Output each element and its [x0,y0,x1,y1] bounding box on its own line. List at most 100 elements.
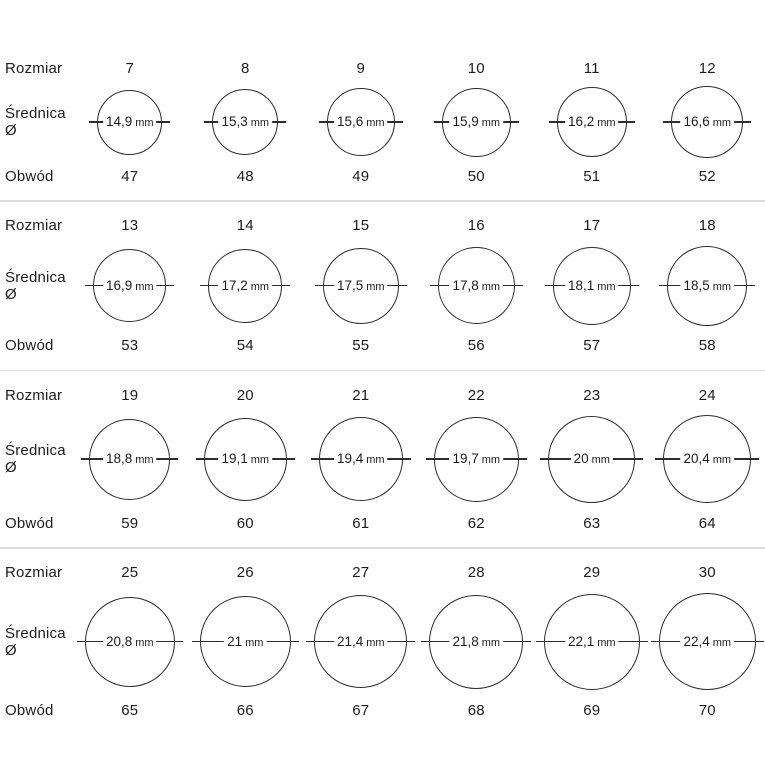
ring-size-number: 9 [356,59,366,77]
diameter-value: 21 [227,633,243,649]
diameter-label: 16,6 mm [680,115,735,129]
ring-circle-zone: 16,2 mm [548,80,635,164]
circumference-number: 60 [236,514,254,532]
ring-circle: 20 mm [540,415,644,503]
label-obwod: Obwód [5,167,54,185]
ring-circle-zone: 21 mm [191,585,299,699]
ring-circle: 18,1 mm [544,246,639,325]
ring-size-cell: 15 17,5 mm 55 [303,214,419,358]
diameter-label: 19,7 mm [449,452,504,466]
diameter-unit: mm [481,636,501,649]
ring-size-number: 27 [352,564,370,581]
ring-size-cell: 7 14,9 mm 47 [72,56,188,188]
diameter-value: 21,4 [336,633,364,649]
diameter-label: 16,9 mm [102,277,157,293]
ring-size-cell: 23 20 mm 63 [534,383,650,535]
ring-size-number: 21 [352,386,370,404]
ring-circle-zone: 20,4 mm [655,407,760,511]
size-row-3: Rozmiar Średnica Ø Obwód 19 18,8 mm 59 20 19,… [0,383,765,535]
ring-size-cell: 16 17,8 mm 56 [419,214,535,358]
diameter-label: 20 mm [570,452,613,466]
label-rozmiar: Rozmiar [5,564,63,581]
diameter-unit: mm [366,454,385,466]
diameter-value: 17,8 [452,277,479,293]
ring-circle: 15,6 mm [318,88,403,156]
row-labels: Rozmiar Średnica Ø Obwód [0,56,72,188]
ring-circle: 14,9 mm [89,89,171,155]
ring-size-number: 20 [236,386,254,404]
diameter-unit: mm [712,454,732,466]
ring-circle: 19,1 mm [195,417,295,501]
circumference-number: 52 [698,167,716,185]
diameter-value: 16,2 [567,114,595,129]
ring-circle-zone: 15,9 mm [433,80,519,164]
circumference-number: 50 [467,167,485,185]
circumference-number: 64 [698,514,716,532]
diameter-unit: mm [135,280,154,293]
ring-circle-zone: 16,9 mm [85,238,175,334]
diameter-label: 22,4 mm [680,634,735,649]
diameter-label: 17,2 mm [218,277,273,293]
ring-circle: 21,8 mm [421,594,532,689]
diameter-unit: mm [366,280,385,293]
diameter-unit: mm [366,117,385,129]
ring-circle-zone: 15,6 mm [318,80,403,164]
label-srednica: Średnica Ø [5,624,66,659]
diameter-unit: mm [712,636,732,649]
diameter-value: 16,9 [105,277,133,293]
circumference-number: 53 [121,337,139,354]
diameter-value: 18,5 [683,277,710,293]
diameter-unit: mm [591,454,610,466]
ring-size-number: 8 [240,59,250,77]
ring-circle-zone: 17,2 mm [200,238,291,334]
diameter-unit: mm [135,454,154,466]
ring-size-number: 26 [236,564,254,581]
ring-size-cell: 30 22,4 mm 70 [650,561,765,723]
diameter-value: 18,1 [567,277,595,293]
ring-size-cell: 29 22,1 mm 69 [534,561,650,723]
row-labels: Rozmiar Średnica Ø Obwód [0,561,72,723]
label-rozmiar: Rozmiar [5,217,63,234]
ring-size-cell: 22 19,7 mm 62 [419,383,535,535]
circumference-number: 54 [236,337,254,354]
circumference-number: 67 [352,702,370,719]
ring-circle: 17,2 mm [200,248,291,323]
ring-size-number: 28 [467,564,485,581]
ring-circle: 21,4 mm [306,595,416,688]
diameter-value: 19,4 [336,451,364,466]
circumference-number: 62 [467,514,485,532]
ring-size-number: 14 [236,217,254,234]
ring-circle-zone: 22,4 mm [650,585,764,699]
ring-size-cell: 26 21 mm 66 [188,561,304,723]
ring-circle-zone: 20,8 mm [76,585,183,699]
row-divider [0,369,765,371]
diameter-unit: mm [135,117,154,129]
ring-circle: 16,9 mm [85,249,175,322]
ring-size-number: 25 [121,564,139,581]
diameter-value: 15,3 [221,114,248,129]
ring-circle: 15,9 mm [433,87,519,157]
ring-size-cell: 28 21,8 mm 68 [419,561,535,723]
ring-circle: 19,4 mm [310,417,411,501]
ring-cells-row-1: 7 14,9 mm 47 8 15,3 mm 48 9 15,6 mm 49 10 15,9 mm 50 11 1… [72,56,765,188]
ring-circle: 16,2 mm [548,87,635,157]
label-srednica: Średnica Ø [5,442,66,476]
label-obwod: Obwód [5,702,54,719]
diameter-unit: mm [250,117,270,129]
diameter-value: 20,4 [683,451,710,466]
ring-size-number: 17 [583,217,601,234]
ring-size-number: 7 [125,59,135,77]
size-row-1: Rozmiar Średnica Ø Obwód 7 14,9 mm 47 8 15,3 m… [0,56,765,188]
ring-circle: 18,8 mm [81,418,179,500]
ring-size-number: 29 [583,564,601,581]
diameter-unit: mm [597,636,616,649]
ring-circle: 15,3 mm [204,89,287,155]
diameter-value: 17,2 [221,277,248,293]
ring-size-number: 23 [583,386,601,404]
circumference-number: 49 [352,167,370,185]
ring-size-cell: 14 17,2 mm 54 [188,214,304,358]
ring-size-cell: 8 15,3 mm 48 [188,56,304,188]
row-divider [0,200,765,202]
diameter-unit: mm [245,636,264,649]
diameter-value: 15,6 [336,114,364,129]
